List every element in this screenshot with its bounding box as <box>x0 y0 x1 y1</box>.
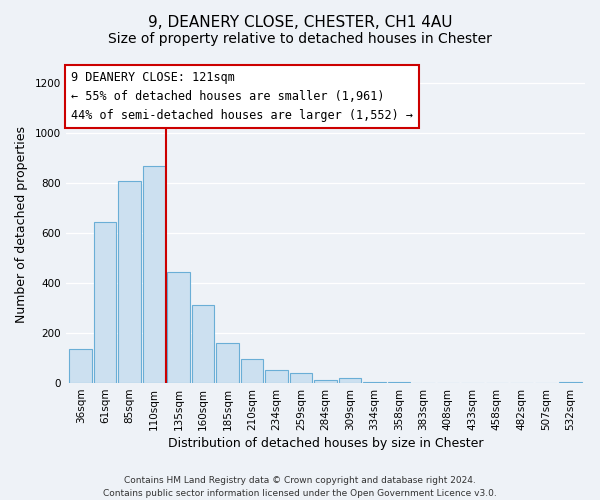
Text: Size of property relative to detached houses in Chester: Size of property relative to detached ho… <box>108 32 492 46</box>
Bar <box>143 166 166 383</box>
Bar <box>265 370 288 383</box>
Bar <box>363 382 386 383</box>
Bar <box>314 380 337 383</box>
Bar <box>94 222 116 383</box>
Bar <box>412 382 435 383</box>
Y-axis label: Number of detached properties: Number of detached properties <box>15 126 28 322</box>
X-axis label: Distribution of detached houses by size in Chester: Distribution of detached houses by size … <box>168 437 483 450</box>
Bar <box>388 382 410 383</box>
Text: 9 DEANERY CLOSE: 121sqm
← 55% of detached houses are smaller (1,961)
44% of semi: 9 DEANERY CLOSE: 121sqm ← 55% of detache… <box>71 72 413 122</box>
Bar <box>339 378 361 383</box>
Bar <box>241 359 263 383</box>
Bar <box>192 306 214 383</box>
Bar <box>290 372 313 383</box>
Text: 9, DEANERY CLOSE, CHESTER, CH1 4AU: 9, DEANERY CLOSE, CHESTER, CH1 4AU <box>148 15 452 30</box>
Bar <box>217 344 239 383</box>
Text: Contains HM Land Registry data © Crown copyright and database right 2024.
Contai: Contains HM Land Registry data © Crown c… <box>103 476 497 498</box>
Bar <box>70 350 92 383</box>
Bar <box>118 182 141 383</box>
Bar <box>167 272 190 383</box>
Bar <box>559 382 581 383</box>
